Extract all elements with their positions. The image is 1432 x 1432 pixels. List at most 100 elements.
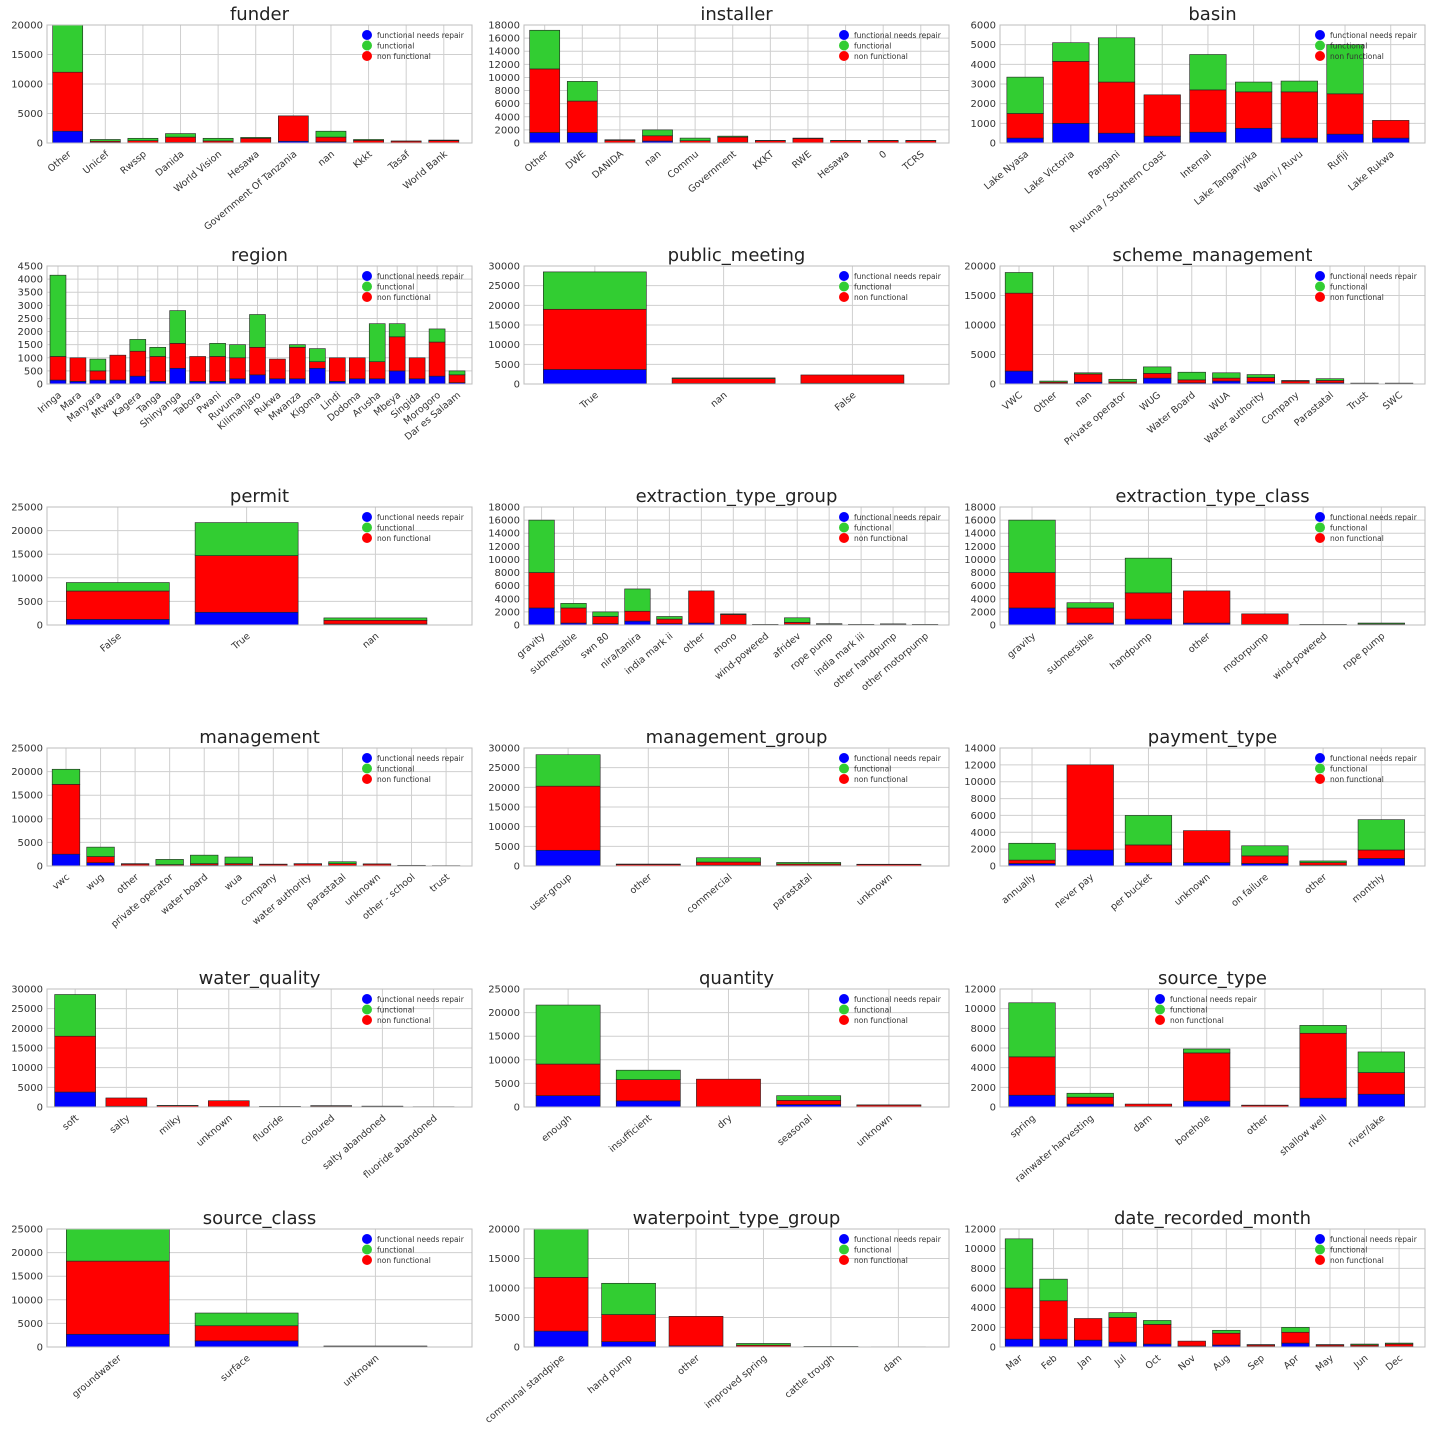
bars — [543, 271, 905, 384]
bar-non-functional — [66, 590, 170, 620]
bar-functional-needs-repair — [529, 132, 561, 143]
legend-label: functional — [1170, 1005, 1207, 1014]
y-tick-label: 20000 — [488, 1225, 520, 1236]
bar-functional — [1357, 819, 1405, 851]
bars — [535, 1004, 922, 1107]
bar-non-functional — [86, 856, 115, 863]
bar-functional — [1039, 380, 1068, 383]
y-tick-label: 0 — [990, 862, 996, 873]
x-tick-label: Feb — [1040, 1353, 1060, 1372]
bar-functional — [388, 323, 406, 338]
bar-functional-needs-repair — [194, 1340, 299, 1347]
chart-source-class: 0 5000 10000 15000 20000 25000 source_classgro… — [11, 1208, 473, 1400]
bar-functional-needs-repair — [1280, 137, 1318, 143]
x-tick-label: water authority — [251, 872, 315, 928]
legend-marker — [362, 51, 372, 61]
bar-functional-needs-repair — [194, 611, 299, 625]
x-tick-label: never pay — [1053, 872, 1097, 911]
x-tick-label: groundwater — [70, 1353, 124, 1400]
chart-title: permit — [230, 486, 289, 507]
bar-non-functional — [52, 71, 84, 132]
bar-functional — [1008, 842, 1056, 861]
legend-label: non functional — [377, 52, 431, 61]
chart-title: management_group — [646, 727, 828, 748]
y-tick-label: 5000 — [971, 350, 996, 361]
y-tick-label: 0 — [514, 1103, 520, 1114]
legend-label: functional needs repair — [377, 1235, 465, 1244]
bar-non-functional — [428, 140, 460, 143]
bar-functional — [1008, 519, 1056, 573]
plot-frame — [46, 24, 473, 144]
y-tick-label: 2000 — [971, 99, 996, 110]
legend-marker — [362, 271, 372, 281]
bar-non-functional — [1124, 1103, 1173, 1107]
bar-non-functional — [1280, 91, 1318, 139]
x-tick-label: Ruvuma / Southern Coast — [1068, 149, 1168, 236]
y-tick-label: 0 — [514, 621, 520, 632]
x-tick-label: May — [1314, 1353, 1336, 1374]
y-tick-label: 15000 — [11, 50, 43, 61]
chart-title: source_type — [1158, 968, 1267, 989]
y-tick-label: 0 — [990, 1343, 996, 1354]
y-tick-label: 15000 — [488, 1254, 520, 1265]
bar-functional — [1235, 81, 1273, 93]
bar-functional — [642, 129, 673, 137]
bar-functional-needs-repair — [528, 607, 555, 625]
y-tick-label: 25000 — [488, 985, 520, 996]
legend-label: functional needs repair — [1170, 995, 1258, 1004]
y-tick-label: 2000 — [18, 327, 43, 338]
bar-non-functional — [1108, 1317, 1137, 1343]
x-tick-label: on failure — [1229, 872, 1271, 909]
legend-marker — [839, 40, 849, 51]
chart-title: funder — [230, 4, 290, 25]
legend-label: non functional — [377, 775, 431, 784]
x-tick-label: commercial — [685, 872, 735, 916]
bar-functional — [149, 346, 167, 357]
y-tick-label: 15000 — [488, 803, 520, 814]
bars — [533, 1229, 926, 1347]
legend-label: functional needs repair — [1330, 1235, 1418, 1244]
legend-marker — [839, 1004, 849, 1015]
legend-marker — [362, 281, 372, 292]
legend-marker — [1315, 292, 1325, 302]
legend-marker — [1315, 30, 1325, 40]
bar-functional-needs-repair — [1097, 132, 1136, 143]
bar-non-functional — [1326, 93, 1364, 135]
bar-non-functional — [207, 1100, 250, 1107]
bars — [66, 1229, 428, 1347]
legend-marker — [1315, 533, 1325, 543]
bar-functional-needs-repair — [1143, 135, 1181, 143]
x-tick-label: soft — [60, 1113, 81, 1133]
bar-functional-needs-repair — [601, 1341, 656, 1347]
x-tick-label: Oct — [1143, 1353, 1163, 1372]
y-tick-label: 5000 — [971, 40, 996, 51]
bar-non-functional — [1097, 81, 1136, 134]
legend-label: functional needs repair — [854, 513, 942, 522]
bar-functional — [1108, 378, 1137, 383]
bar-non-functional — [1073, 1318, 1103, 1341]
legend-marker — [362, 512, 372, 522]
y-tick-label: 18000 — [488, 21, 520, 32]
y-tick-label: 10000 — [964, 321, 996, 332]
y-tick-label: 10000 — [964, 1244, 996, 1255]
x-tick-label: wind-powered — [1271, 631, 1329, 682]
legend-marker — [839, 512, 849, 522]
bar-functional-needs-repair — [1004, 370, 1034, 384]
bar-functional — [1183, 1048, 1231, 1054]
bar-functional — [615, 1069, 681, 1080]
legend-label: non functional — [854, 1256, 908, 1265]
chart-waterpoint-type-group: 0 5000 10000 15000 20000 waterpoint_type_grou… — [483, 1208, 950, 1426]
x-tick-label: Wami / Ruvu — [1253, 149, 1306, 196]
x-tick-label: other — [628, 872, 655, 897]
bar-functional — [776, 862, 842, 865]
legend-marker — [362, 1004, 372, 1015]
y-tick-label: 18000 — [488, 503, 520, 514]
bar-functional — [309, 348, 326, 363]
x-tick-label: Lake Nyasa — [982, 149, 1031, 192]
legend-label: functional needs repair — [377, 995, 465, 1004]
bar-non-functional — [668, 1316, 724, 1347]
